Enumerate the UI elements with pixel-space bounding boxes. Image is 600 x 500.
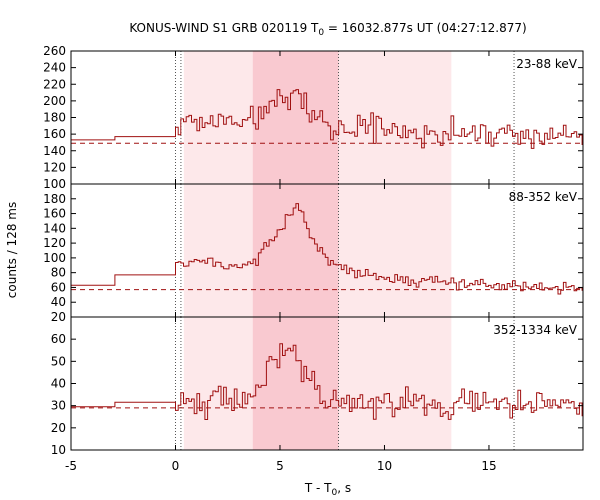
y-tick-label: 260 xyxy=(43,44,66,58)
x-tick-label: 0 xyxy=(172,459,180,473)
shaded-interval-dark xyxy=(252,317,339,450)
y-tick-label: 40 xyxy=(51,295,66,309)
y-tick-label: 80 xyxy=(51,266,66,280)
x-axis: -5 0 5 10 15 xyxy=(65,459,497,473)
x-tick-label: -5 xyxy=(65,459,77,473)
y-tick-label: 60 xyxy=(51,280,66,294)
y-tick-label: 120 xyxy=(43,160,66,174)
y-tick-label: 30 xyxy=(51,399,66,413)
y-tick-label: 60 xyxy=(51,332,66,346)
y-tick-label: 220 xyxy=(43,77,66,91)
x-tick-label: 10 xyxy=(377,459,392,473)
y-tick-label: 160 xyxy=(43,127,66,141)
x-axis-label: T - T0, s xyxy=(304,481,351,498)
y-tick-label: 120 xyxy=(43,236,66,250)
y-tick-label: 140 xyxy=(43,144,66,158)
y-tick-label: 10 xyxy=(51,443,66,457)
y-tick-label: 50 xyxy=(51,354,66,368)
y-tick-label: 160 xyxy=(43,207,66,221)
y-tick-label: 200 xyxy=(43,94,66,108)
panel-3: 10 20 30 40 50 60 352-1334 keV xyxy=(51,316,584,457)
y-tick-label: 180 xyxy=(43,192,66,206)
count-rate-series xyxy=(71,89,583,149)
chart-title-sub: 0 xyxy=(318,28,324,38)
x-axis-label-sub: 0 xyxy=(332,488,338,498)
x-tick-label: 15 xyxy=(481,459,496,473)
y-tick-label: 140 xyxy=(43,221,66,235)
x-axis-label-main: T - T xyxy=(304,481,332,495)
y-tick-label: 240 xyxy=(43,61,66,75)
y-tick-label: 100 xyxy=(43,177,66,191)
y-tick-label: 100 xyxy=(43,251,66,265)
y-tick-label: 180 xyxy=(43,111,66,125)
energy-band-label: 88-352 keV xyxy=(509,190,578,204)
x-axis-label-rest: , s xyxy=(337,481,351,495)
panel-1: 100 120 140 160 180 200 220 240 260 23-88 keV xyxy=(43,44,584,191)
y-axis-label: counts / 128 ms xyxy=(5,202,19,298)
chart-title-rest: = 16032.877s UT (04:27:12.877) xyxy=(324,21,527,35)
chart-title: KONUS-WIND S1 GRB 020119 T0 = 16032.877s… xyxy=(129,21,526,38)
energy-band-label: 23-88 keV xyxy=(516,57,578,71)
count-rate-series xyxy=(71,203,583,295)
y-tick-label: 20 xyxy=(51,310,66,324)
count-rate-series xyxy=(71,343,583,420)
x-tick-label: 5 xyxy=(276,459,284,473)
chart-title-main: KONUS-WIND S1 GRB 020119 T xyxy=(129,21,319,35)
y-tick-label: 20 xyxy=(51,421,66,435)
y-tick-label: 40 xyxy=(51,377,66,391)
energy-band-label: 352-1334 keV xyxy=(493,323,577,337)
shaded-interval-dark xyxy=(252,51,339,184)
